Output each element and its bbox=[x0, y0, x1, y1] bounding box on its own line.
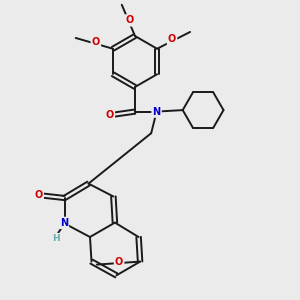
Text: O: O bbox=[126, 15, 134, 26]
Text: H: H bbox=[52, 234, 60, 243]
Text: O: O bbox=[115, 256, 123, 267]
Text: O: O bbox=[168, 34, 176, 44]
Text: O: O bbox=[106, 110, 114, 120]
Text: N: N bbox=[152, 106, 161, 117]
Text: O: O bbox=[92, 37, 100, 47]
Text: O: O bbox=[34, 190, 43, 200]
Text: N: N bbox=[60, 218, 68, 228]
